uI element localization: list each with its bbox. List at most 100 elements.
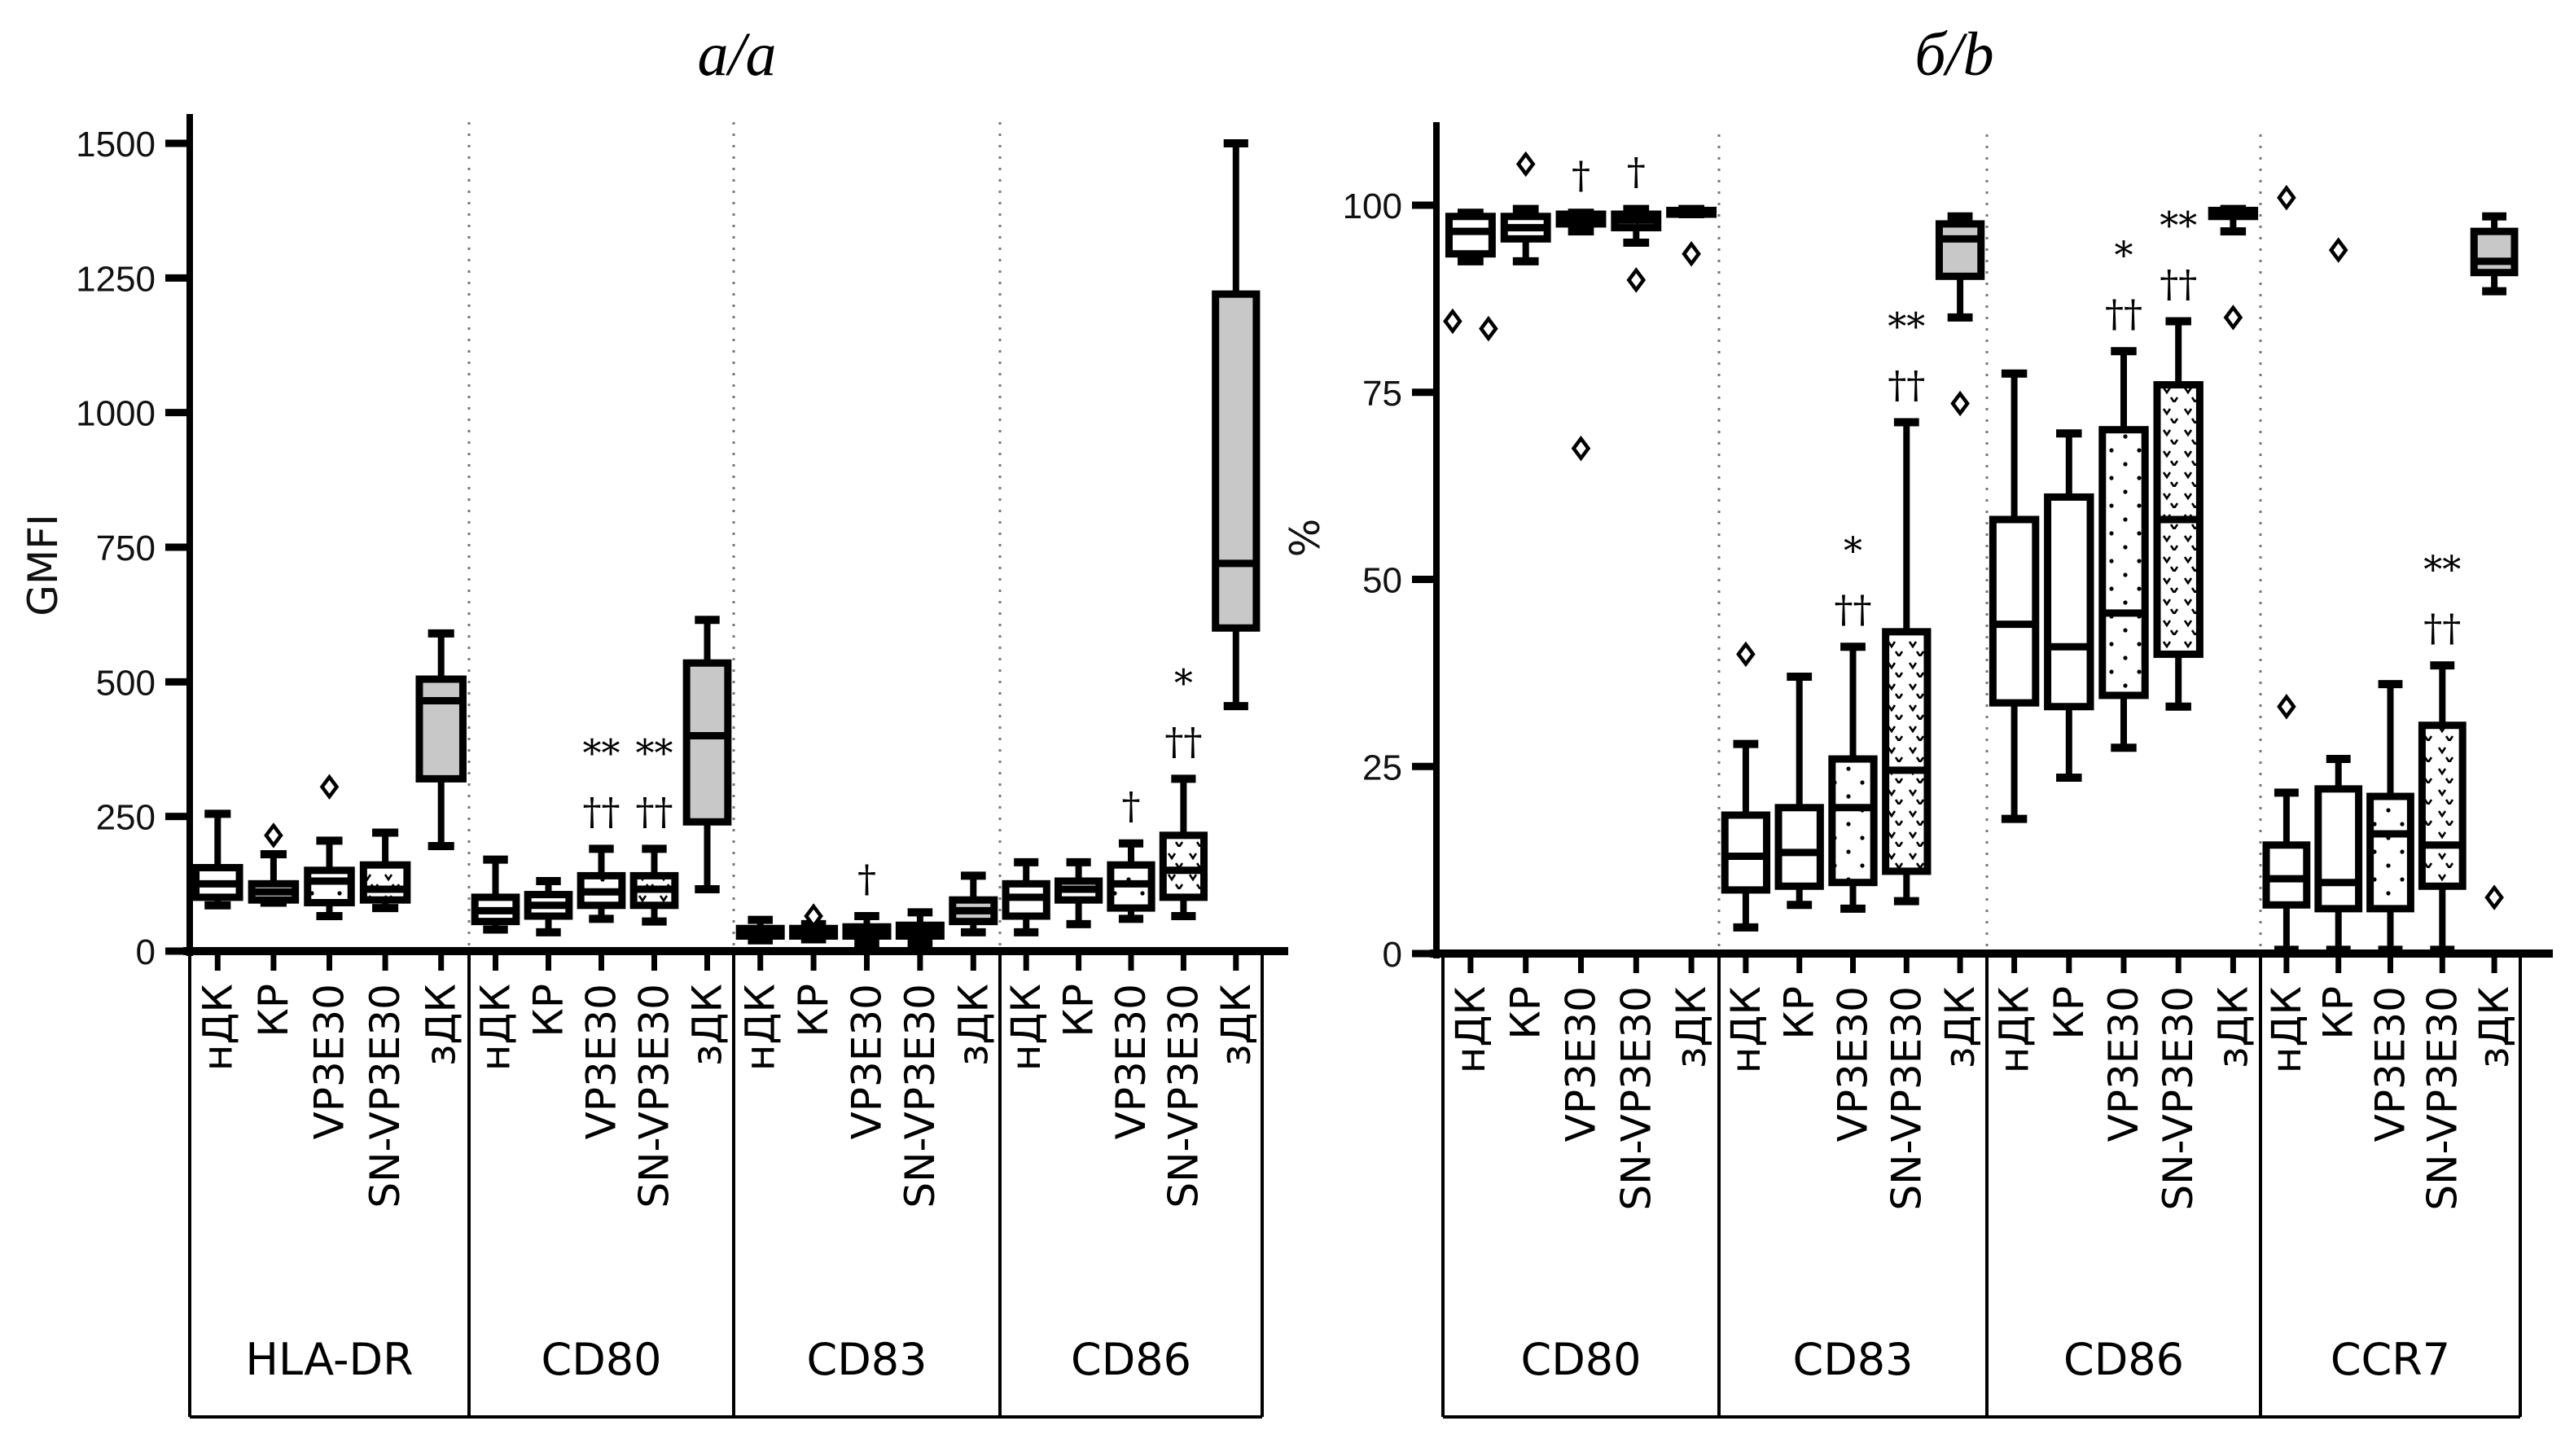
outlier-marker — [1443, 308, 1462, 335]
outlier-marker — [2328, 237, 2348, 263]
box-plot: VP3E30 — [2366, 680, 2414, 1142]
x-tick-label: VP3E30 — [2100, 986, 2147, 1142]
y-tick-label: 1500 — [76, 125, 156, 164]
significance-dagger: †† — [636, 789, 673, 833]
significance-dagger: †† — [1835, 587, 1872, 631]
box-iqr — [1159, 831, 1208, 901]
group-label: CCR7 — [2331, 1334, 2450, 1385]
box-plot: VP3E30 † — [1107, 784, 1155, 1139]
group-label: CD80 — [542, 1334, 662, 1385]
box-plot: зДК — [1666, 204, 1717, 1068]
y-tick-label: 1250 — [76, 259, 156, 299]
outlier-marker — [2484, 884, 2504, 910]
outlier-marker — [1515, 151, 1536, 178]
significance-asterisk: * — [2115, 233, 2133, 277]
x-tick-label: зДК — [684, 984, 731, 1066]
outlier-marker — [1736, 641, 1756, 668]
x-tick-label: SN-VP3E30 — [897, 984, 944, 1208]
outlier-marker — [1950, 390, 1970, 417]
box-plot: VP3E30 †† * — [1828, 528, 1878, 1142]
significance-dagger: † — [1627, 150, 1646, 194]
significance-asterisk: ** — [2423, 547, 2461, 591]
box-plot: нДК — [1721, 641, 1771, 1073]
significance-asterisk: ** — [583, 730, 620, 774]
x-tick-label: SN-VP3E30 — [2418, 986, 2466, 1211]
box-iqr — [2098, 426, 2149, 699]
box-plot: VP3E30 † — [1555, 153, 1607, 1142]
box-plot: КР — [2314, 237, 2363, 1040]
box-plot: нДК — [1989, 369, 2040, 1073]
box-iqr — [2470, 227, 2519, 277]
significance-dagger: †† — [2423, 606, 2461, 650]
box-iqr — [1989, 515, 2040, 707]
box-plot: зДК — [1212, 139, 1261, 1066]
panel-b-title: б/b — [1914, 20, 1993, 89]
x-tick-label: VP3E30 — [306, 984, 353, 1139]
box-plot: нДК — [2262, 185, 2311, 1073]
outlier-marker — [319, 774, 340, 800]
x-tick-label: SN-VP3E30 — [1883, 986, 1930, 1211]
box-plot: КР — [1500, 151, 1551, 1040]
significance-asterisk: ** — [1888, 305, 1925, 349]
x-tick-label: VP3E30 — [1830, 986, 1877, 1142]
y-tick-label: 750 — [96, 528, 156, 568]
y-tick-label: 0 — [136, 932, 156, 972]
box-plot: зДК — [949, 871, 998, 1066]
box-iqr — [2366, 792, 2414, 913]
y-tick-label: 500 — [96, 663, 156, 703]
box-iqr — [2418, 721, 2467, 890]
x-tick-label: зДК — [1936, 986, 1984, 1068]
x-tick-label: SN-VP3E30 — [631, 984, 678, 1208]
outlier-marker — [1571, 435, 1591, 462]
box-plot: нДК — [471, 855, 520, 1071]
box-plot: VP3E30 †† * — [2098, 233, 2149, 1142]
x-tick-label: зДК — [418, 984, 465, 1066]
group-label: CD86 — [2063, 1334, 2184, 1385]
box-plot: КР — [248, 822, 300, 1037]
significance-dagger: †† — [1164, 719, 1202, 763]
box-plot: SN-VP3E30 — [359, 828, 411, 1208]
group-label: CD80 — [1521, 1334, 1642, 1385]
box-iqr — [682, 659, 732, 826]
significance-dagger: † — [1122, 784, 1141, 828]
box-plot: SN-VP3E30 — [895, 908, 945, 1208]
x-tick-label: КР — [250, 984, 297, 1037]
box-plot: SN-VP3E30 †† ** — [1882, 305, 1932, 1211]
box-iqr — [2262, 841, 2311, 909]
box-plot: нДК — [1443, 208, 1498, 1073]
box-plot: КР — [789, 903, 839, 1037]
box-iqr — [359, 861, 411, 904]
group-label: CD86 — [1071, 1334, 1191, 1385]
x-tick-label: зДК — [1668, 986, 1715, 1068]
y-axis-title: GMFI — [20, 514, 67, 616]
significance-dagger: †† — [2160, 261, 2197, 305]
box-plot: зДК — [1935, 212, 1985, 1068]
panel-a-title: а/a — [697, 20, 776, 89]
outlier-marker — [264, 822, 283, 849]
y-tick-label: 0 — [1383, 935, 1402, 975]
x-tick-label: SN-VP3E30 — [1612, 986, 1660, 1211]
significance-asterisk: * — [1174, 660, 1193, 704]
box-plot: SN-VP3E30 †† ** — [2153, 203, 2203, 1211]
box-plot: зДК — [2470, 212, 2519, 1068]
box-plot: SN-VP3E30 † — [1611, 150, 1662, 1211]
x-tick-label: VP3E30 — [578, 984, 625, 1139]
box-plot: КР — [1054, 857, 1103, 1037]
box-plot: КР — [524, 877, 573, 1037]
significance-dagger: † — [857, 857, 876, 901]
x-tick-label: КР — [2046, 986, 2093, 1040]
group-label: CD83 — [807, 1334, 927, 1385]
x-tick-label: зДК — [1212, 984, 1260, 1066]
box-plot: SN-VP3E30 †† ** — [629, 730, 679, 1208]
box-plot: SN-VP3E30 †† ** — [2418, 547, 2467, 1211]
x-tick-label: нДК — [1002, 984, 1050, 1071]
x-tick-label: VP3E30 — [2367, 986, 2414, 1142]
outlier-marker — [1479, 315, 1498, 342]
x-tick-label: нДК — [194, 984, 241, 1071]
x-tick-label: КР — [1776, 986, 1823, 1040]
x-tick-label: нДК — [737, 984, 784, 1071]
x-tick-label: зДК — [2471, 986, 2518, 1068]
x-tick-label: КР — [525, 984, 572, 1037]
